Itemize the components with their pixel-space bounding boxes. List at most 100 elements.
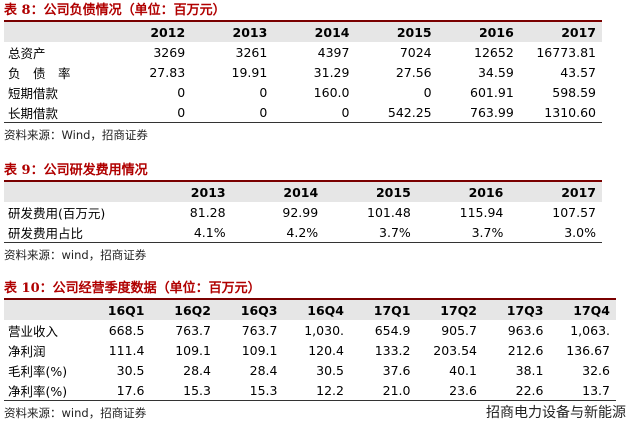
- table-8-block: 表 8：公司负债情况（单位：百万元） 2012 2013 2014 2015 2016 2…: [4, 2, 602, 144]
- cell: 4.2%: [231, 222, 325, 243]
- cell: 101.48: [367, 204, 411, 220]
- cell: 160.0: [313, 84, 350, 100]
- table: 16Q1 16Q2 16Q3 16Q4 17Q1 17Q2 17Q3 17Q4 营业收入 668.…: [4, 298, 616, 401]
- cell: 3.0%: [509, 222, 602, 243]
- cell: 0: [259, 84, 268, 100]
- cell: 668.5: [108, 322, 145, 338]
- cell: 40.1: [449, 362, 477, 378]
- cell: 212.6: [507, 342, 544, 358]
- cell: 28.4: [249, 362, 278, 378]
- row-label: 短期借款: [8, 85, 59, 101]
- cell: 43.57: [560, 64, 596, 80]
- header-cell: 2012: [109, 20, 192, 42]
- cell: 27.83: [149, 64, 186, 80]
- cell: 12652: [474, 44, 514, 60]
- cell: 0: [423, 84, 432, 100]
- row: 短期借款 0 0 160.0 0 601.91 598.59: [4, 82, 602, 102]
- header-cell: 16Q3: [217, 298, 284, 320]
- cell: 19.91: [231, 64, 268, 80]
- row: 毛利率(%) 30.5 28.4 28.4 30.5 37.6 40.1 38.1 32.6: [4, 360, 616, 380]
- cell: 12.2: [283, 380, 350, 401]
- cell: 7024: [399, 44, 432, 60]
- header-cell: 16Q4: [283, 298, 350, 320]
- cell: 3261: [235, 44, 268, 60]
- cell: 38.1: [515, 362, 544, 378]
- cell: 30.5: [116, 362, 145, 378]
- row-label: 负 债 率: [8, 65, 71, 81]
- cell: 31.29: [313, 64, 350, 80]
- table-title: 表 9：公司研发费用情况: [4, 163, 148, 178]
- source: 资料来源：Wind，招商证券: [4, 128, 148, 142]
- cell: 17.6: [84, 380, 151, 401]
- cell: 598.59: [552, 84, 596, 100]
- cell: 963.6: [507, 322, 544, 338]
- header-cell: 17Q2: [416, 298, 483, 320]
- header-cell: 2013: [139, 180, 232, 202]
- table-9-block: 表 9：公司研发费用情况 2013 2014 2015 2016 2017 研发费用(百万…: [4, 162, 602, 264]
- cell: 92.99: [282, 204, 319, 220]
- cell: 1,030.: [304, 322, 344, 338]
- cell: 115.94: [459, 204, 504, 220]
- cell: 30.5: [316, 362, 344, 378]
- header-cell: [4, 20, 109, 42]
- cell: 16773.81: [536, 44, 596, 60]
- cell: 15.3: [217, 380, 284, 401]
- cell: 1310.60: [519, 102, 602, 123]
- cell: 3.7%: [416, 222, 510, 243]
- header-cell: 2013: [191, 20, 274, 42]
- row: 净利润 111.4 109.1 109.1 120.4 133.2 203.54 212.6 1…: [4, 340, 616, 360]
- header-cell: 16Q1: [84, 298, 151, 320]
- header-cell: 2014: [231, 180, 325, 202]
- cell: 107.57: [552, 204, 596, 220]
- header-cell: 2017: [519, 20, 602, 42]
- row: 研发费用(百万元) 81.28 92.99 101.48 115.94 107.57: [4, 202, 602, 222]
- row-label: 总资产: [8, 45, 46, 61]
- header-cell: 2014: [273, 20, 356, 42]
- header-cell: 17Q1: [350, 298, 417, 320]
- row: 研发费用占比 4.1% 4.2% 3.7% 3.7% 3.0%: [4, 222, 602, 243]
- table-title: 表 10：公司经营季度数据（单位：百万元）: [4, 281, 261, 296]
- cell: 763.7: [175, 322, 211, 338]
- row-label: 研发费用(百万元): [8, 205, 106, 221]
- header-cell: 2015: [324, 180, 417, 202]
- header-cell: 2016: [437, 20, 520, 42]
- header-cell: [4, 298, 84, 320]
- table-10-block: 表 10：公司经营季度数据（单位：百万元） 16Q1 16Q2 16Q3 16Q4 17…: [4, 280, 616, 422]
- cell: 23.6: [416, 380, 483, 401]
- cell: 3.7%: [324, 222, 417, 243]
- cell: 32.6: [582, 362, 610, 378]
- header-row: 2013 2014 2015 2016 2017: [4, 180, 602, 202]
- cell: 21.0: [350, 380, 417, 401]
- cell: 4.1%: [139, 222, 232, 243]
- cell: 37.6: [382, 362, 411, 378]
- row-label: 净利率(%): [4, 380, 84, 401]
- cell: 81.28: [189, 204, 226, 220]
- header-cell: [4, 180, 139, 202]
- cell: 120.4: [308, 342, 344, 358]
- cell: 905.7: [441, 322, 477, 338]
- cell: 136.67: [566, 342, 610, 358]
- row-label: 净利润: [8, 343, 46, 359]
- cell: 34.59: [477, 64, 514, 80]
- source: 资料来源：wind，招商证券: [4, 406, 147, 420]
- watermark: 招商电力设备与新能源: [486, 405, 626, 421]
- source: 资料来源：wind，招商证券: [4, 248, 147, 262]
- cell: 3269: [153, 44, 186, 60]
- header-cell: 2016: [416, 180, 510, 202]
- row-label: 长期借款: [4, 102, 109, 123]
- row-label: 研发费用占比: [4, 222, 139, 243]
- cell: 111.4: [108, 342, 145, 358]
- table-title: 表 8：公司负债情况（单位：百万元）: [4, 3, 226, 18]
- header-cell: 2017: [509, 180, 602, 202]
- row-label: 毛利率(%): [8, 363, 68, 379]
- cell: 601.91: [470, 84, 514, 100]
- header-row: 16Q1 16Q2 16Q3 16Q4 17Q1 17Q2 17Q3 17Q4: [4, 298, 616, 320]
- header-cell: 16Q2: [150, 298, 217, 320]
- header-row: 2012 2013 2014 2015 2016 2017: [4, 20, 602, 42]
- header-cell: 17Q4: [549, 298, 616, 320]
- cell: 13.7: [549, 380, 616, 401]
- cell: 654.9: [374, 322, 411, 338]
- cell: 15.3: [150, 380, 217, 401]
- cell: 1,063.: [570, 322, 610, 338]
- row: 负 债 率 27.83 19.91 31.29 27.56 34.59 43.57: [4, 62, 602, 82]
